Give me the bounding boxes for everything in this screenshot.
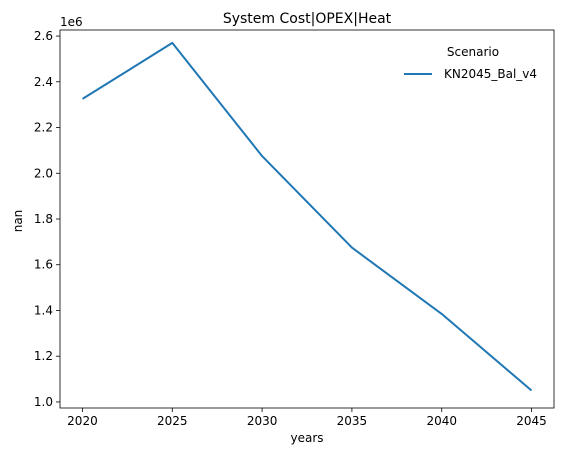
x-tick-label: 2045 bbox=[516, 414, 547, 428]
y-offset-label: 1e6 bbox=[60, 15, 83, 29]
x-tick-label: 2020 bbox=[67, 414, 98, 428]
y-tick-label: 1.0 bbox=[34, 395, 53, 409]
y-tick-label: 1.6 bbox=[34, 258, 53, 272]
y-tick-label: 1.4 bbox=[34, 303, 53, 317]
chart-title: System Cost|OPEX|Heat bbox=[223, 11, 392, 27]
axes: 2020 2025 2030 2035 2040 2045 1.0 1.2 1.4 1.6 1.8 2… bbox=[34, 29, 555, 428]
x-tick-label: 2035 bbox=[337, 414, 368, 428]
y-tick-label: 2.0 bbox=[34, 166, 53, 180]
y-tick-label: 2.2 bbox=[34, 121, 53, 135]
x-tick-label: 2025 bbox=[157, 414, 188, 428]
y-tick-label: 2.4 bbox=[34, 75, 53, 89]
series-line-kn2045-bal-v4 bbox=[81, 41, 533, 392]
x-tick-label: 2040 bbox=[426, 414, 457, 428]
legend-label-kn2045-bal-v4: KN2045_Bal_v4 bbox=[444, 67, 537, 81]
x-axis-label: years bbox=[290, 431, 323, 445]
y-axis-label: nan bbox=[11, 210, 25, 233]
y-tick-label: 1.8 bbox=[34, 212, 53, 226]
x-tick-label: 2030 bbox=[247, 414, 278, 428]
y-tick-label: 1.2 bbox=[34, 349, 53, 363]
plot-frame bbox=[59, 29, 555, 409]
y-tick-label: 2.6 bbox=[34, 29, 53, 43]
legend-title: Scenario bbox=[447, 45, 499, 59]
legend: Scenario KN2045_Bal_v4 bbox=[404, 45, 537, 81]
